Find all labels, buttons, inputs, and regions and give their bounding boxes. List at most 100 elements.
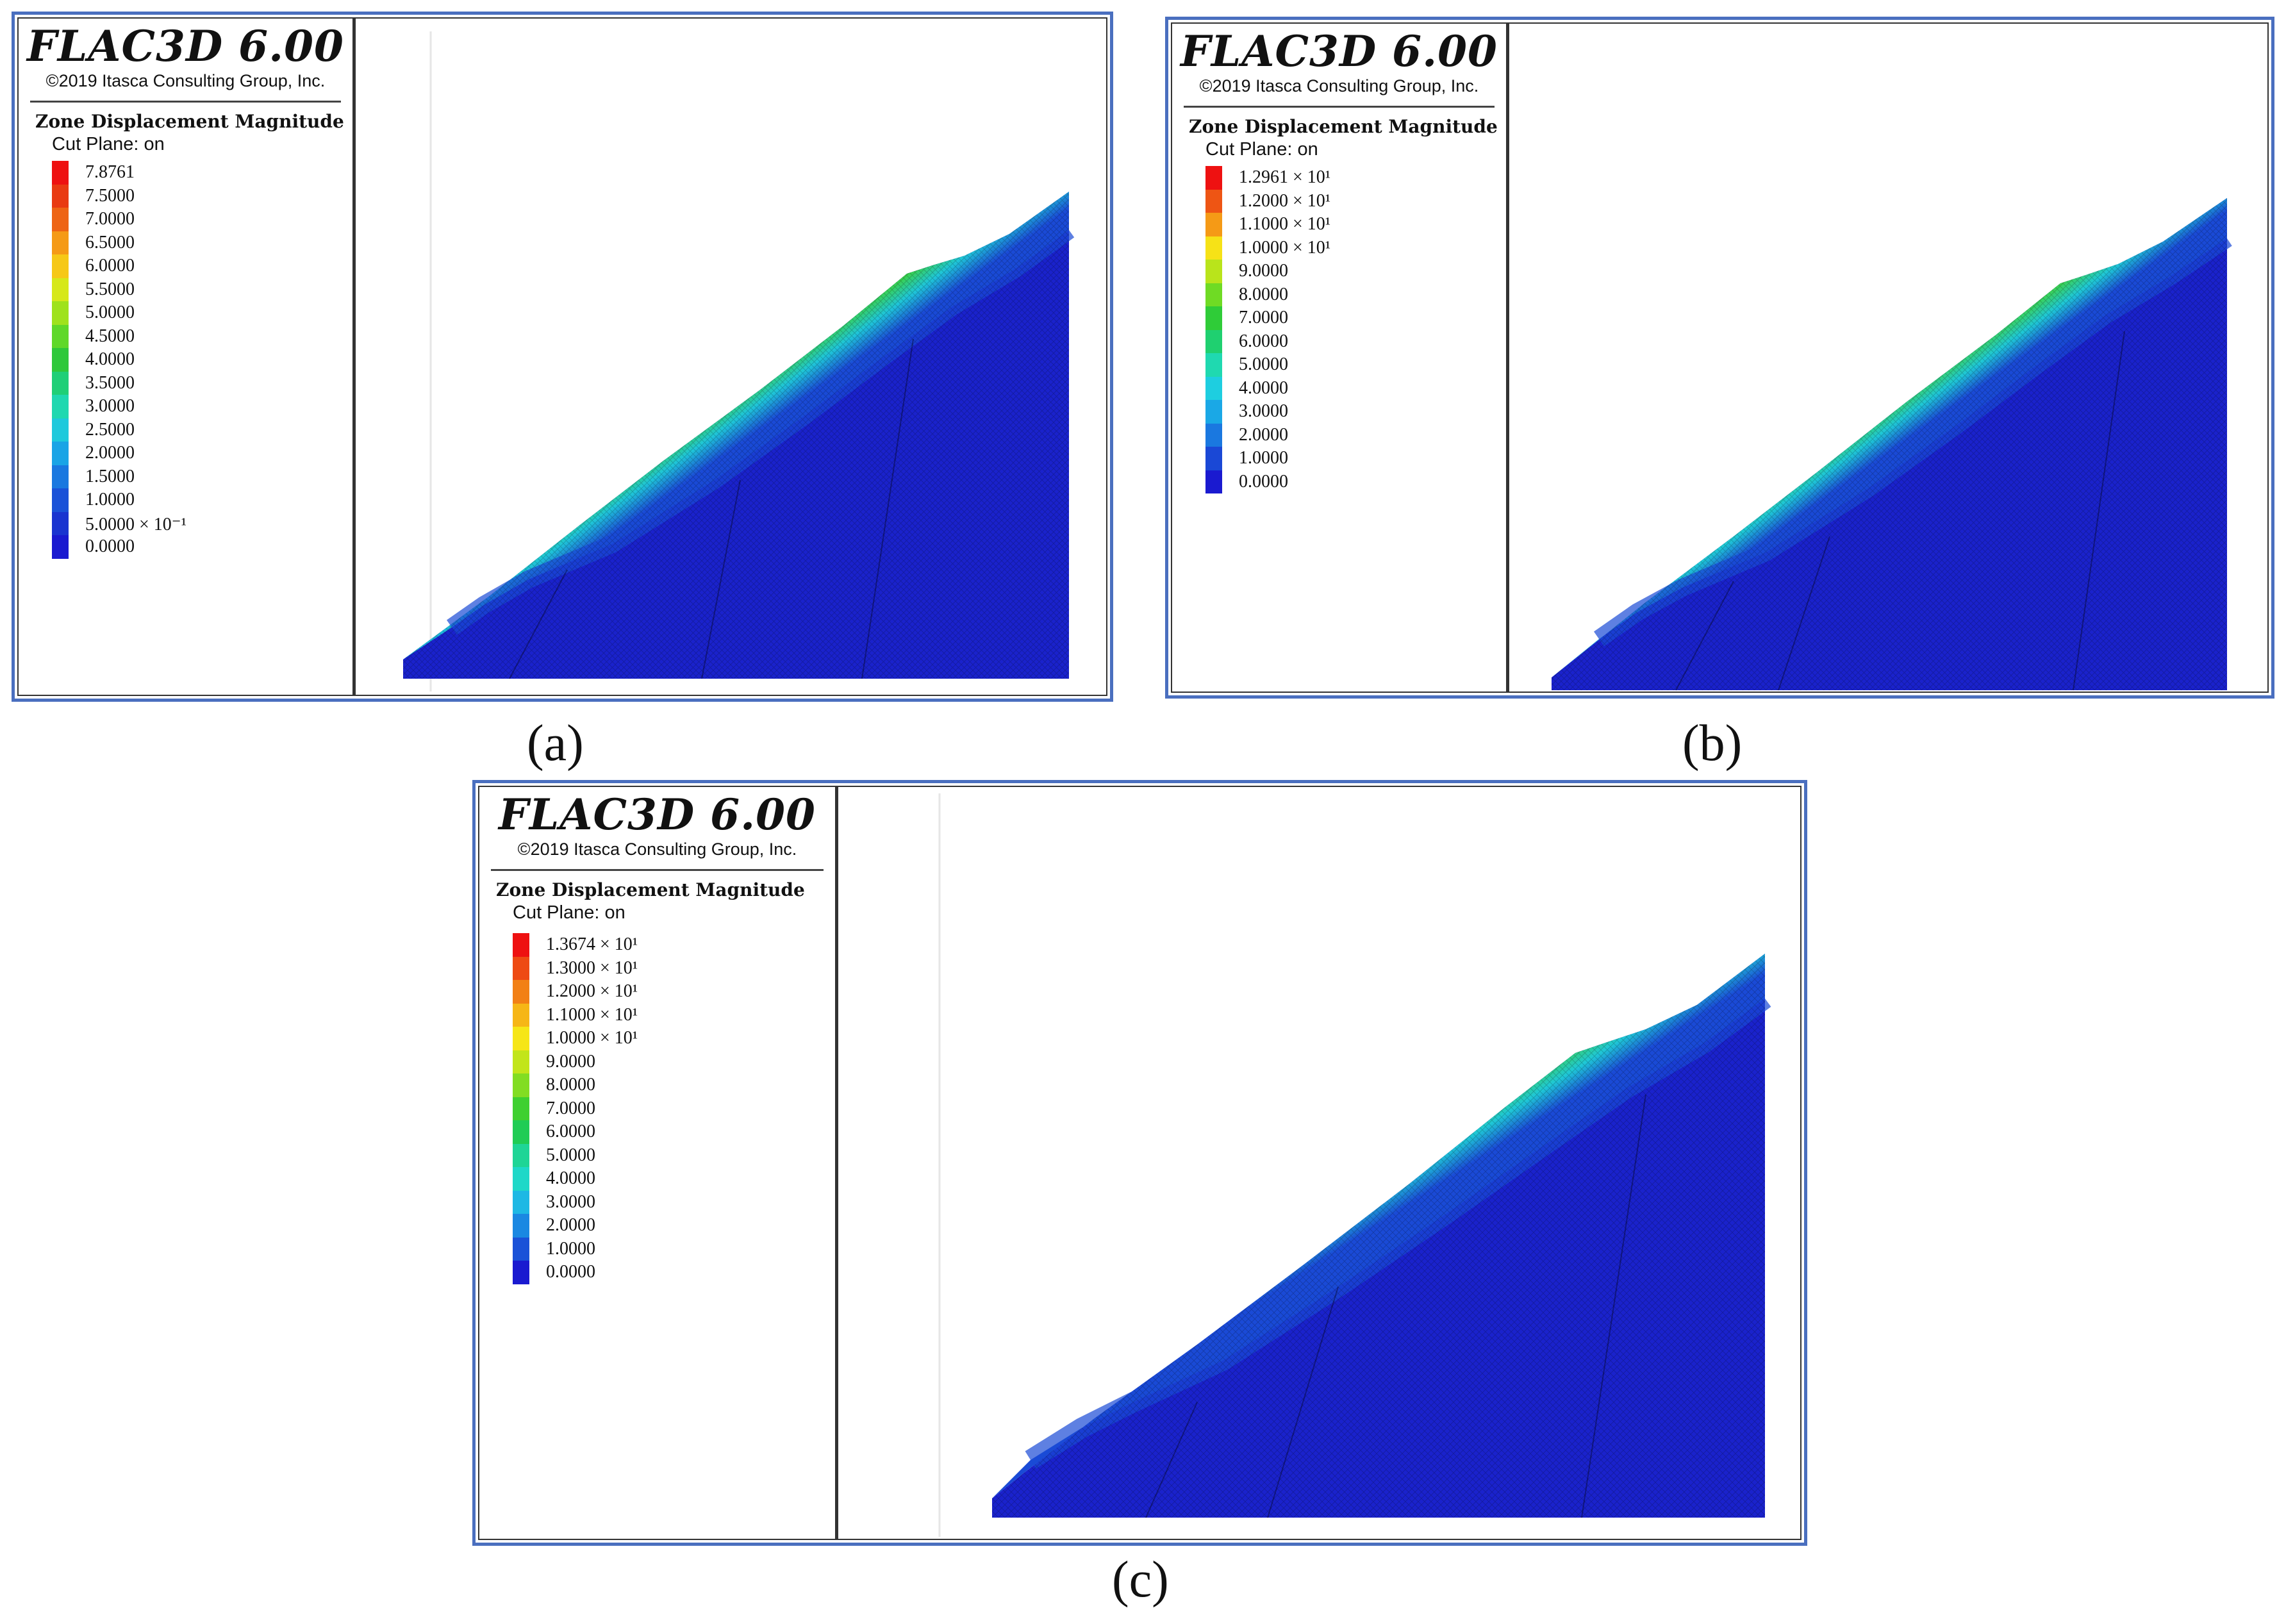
legend-swatch xyxy=(513,1027,529,1050)
legend-value: 7.0000 xyxy=(1239,308,1288,327)
model-view[interactable] xyxy=(838,787,1800,1539)
legend-swatch xyxy=(1205,260,1222,283)
legend-value: 4.0000 xyxy=(1239,377,1288,398)
legend-panel: FLAC3D 6.00 ©2019 Itasca Consulting Grou… xyxy=(1172,24,1509,692)
legend-value: 5.5000 xyxy=(85,279,135,299)
legend-value: 5.0000 xyxy=(85,302,135,322)
caption-b: (b) xyxy=(1682,715,1743,772)
legend-swatch xyxy=(1205,400,1222,424)
divider xyxy=(491,869,824,871)
legend-swatch xyxy=(513,1261,529,1284)
legend-swatch xyxy=(1205,166,1222,190)
legend-value: 7.8761 xyxy=(85,162,135,182)
legend-swatch xyxy=(1205,353,1222,377)
legend-swatch xyxy=(52,442,69,465)
app-title: FLAC3D 6.00 xyxy=(1180,26,1498,76)
legend-swatch xyxy=(52,348,69,372)
legend-swatch xyxy=(52,511,69,535)
legend-swatch xyxy=(52,278,69,301)
caption-c: (c) xyxy=(1112,1552,1169,1608)
legend-swatch xyxy=(52,231,69,254)
legend-swatch xyxy=(52,254,69,278)
cut-plane-status: Cut Plane: on xyxy=(1205,139,1318,160)
legend-value: 7.0000 xyxy=(546,1098,595,1118)
divider xyxy=(30,101,341,103)
copyright-text: ©2019 Itasca Consulting Group, Inc. xyxy=(1199,76,1479,95)
legend-value: 1.3674 × 10¹ xyxy=(546,934,638,954)
legend-swatch xyxy=(52,418,69,442)
panel-a-frame: FLAC3D 6.00 ©2019 Itasca Consulting Grou… xyxy=(17,17,1107,696)
panel-c: FLAC3D 6.00 ©2019 Itasca Consulting Grou… xyxy=(472,780,1807,1546)
panel-a: FLAC3D 6.00 ©2019 Itasca Consulting Grou… xyxy=(12,12,1113,702)
legend-value: 3.0000 xyxy=(546,1191,595,1212)
app-title: FLAC3D 6.00 xyxy=(27,21,344,71)
legend-value: 1.5000 xyxy=(85,466,135,486)
legend-swatch xyxy=(52,208,69,231)
slope-model-c xyxy=(938,793,1771,1537)
legend-value: 4.0000 xyxy=(85,349,135,369)
legend-value: 7.0000 xyxy=(85,209,135,229)
legend-value: 6.0000 xyxy=(1239,331,1288,351)
legend-swatch xyxy=(513,1097,529,1120)
legend-swatch xyxy=(513,1214,529,1238)
legend-swatch xyxy=(513,1167,529,1191)
legend-swatch xyxy=(52,371,69,395)
legend-value: 6.0000 xyxy=(85,256,135,276)
legend-value: 6.5000 xyxy=(85,232,135,253)
legend-value: 8.0000 xyxy=(546,1075,595,1095)
legend-swatch xyxy=(513,1050,529,1073)
legend-value: 1.3000 × 10¹ xyxy=(546,957,638,978)
model-view[interactable] xyxy=(1509,24,2267,692)
legend-value: 1.1000 × 10¹ xyxy=(546,1004,638,1025)
legend-value: 1.0000 xyxy=(1239,448,1288,468)
legend-swatch xyxy=(52,465,69,488)
legend-swatch xyxy=(1205,236,1222,260)
legend-swatch xyxy=(1205,447,1222,470)
legend-swatch xyxy=(52,301,69,325)
panel-c-frame: FLAC3D 6.00 ©2019 Itasca Consulting Grou… xyxy=(478,786,1801,1540)
legend-swatch xyxy=(1205,329,1222,353)
app-title: FLAC3D 6.00 xyxy=(499,790,816,840)
legend-value: 5.0000 × 10⁻¹ xyxy=(85,514,186,534)
legend-swatch xyxy=(52,324,69,348)
caption-a: (a) xyxy=(527,715,584,772)
legend-swatch xyxy=(52,161,69,185)
legend-swatch xyxy=(513,1190,529,1214)
legend-value: 1.2000 × 10¹ xyxy=(546,981,638,1001)
slope-model-a xyxy=(403,31,1075,692)
legend-value: 3.5000 xyxy=(85,372,135,393)
legend-swatch xyxy=(513,1143,529,1167)
legend-value: 1.0000 xyxy=(85,490,135,510)
legend-value: 1.0000 × 10¹ xyxy=(1239,237,1331,258)
model-view[interactable] xyxy=(356,19,1106,695)
legend-value: 1.2000 × 10¹ xyxy=(1239,190,1331,211)
legend-swatch xyxy=(1205,376,1222,400)
legend-swatch xyxy=(1205,423,1222,447)
legend-value: 4.0000 xyxy=(546,1168,595,1188)
legend-value: 5.0000 xyxy=(1239,354,1288,374)
legend-value: 1.2961 × 10¹ xyxy=(1239,167,1331,187)
legend-value: 4.5000 xyxy=(85,326,135,346)
plot-label: Zone Displacement Magnitude xyxy=(1189,116,1498,137)
legend-swatch xyxy=(1205,189,1222,213)
legend-swatch xyxy=(513,956,529,980)
legend-swatch xyxy=(513,933,529,957)
divider xyxy=(1184,106,1495,108)
legend-value: 2.5000 xyxy=(85,419,135,440)
legend-value: 1.1000 × 10¹ xyxy=(1239,214,1331,234)
legend-value: 1.0000 × 10¹ xyxy=(546,1028,638,1048)
cut-plane-status: Cut Plane: on xyxy=(52,134,165,154)
legend-value: 9.0000 xyxy=(546,1051,595,1072)
legend-value: 9.0000 xyxy=(1239,261,1288,281)
legend-panel: FLAC3D 6.00 ©2019 Itasca Consulting Grou… xyxy=(19,19,356,695)
legend-swatch xyxy=(1205,306,1222,330)
legend-swatch xyxy=(513,1120,529,1144)
legend-value: 8.0000 xyxy=(1239,284,1288,304)
legend-swatch xyxy=(52,395,69,418)
legend-value: 3.0000 xyxy=(85,396,135,416)
legend-value: 0.0000 xyxy=(85,536,135,556)
copyright-text: ©2019 Itasca Consulting Group, Inc. xyxy=(46,71,326,90)
plot-label: Zone Displacement Magnitude xyxy=(35,111,344,132)
legend-value: 2.0000 xyxy=(546,1215,595,1235)
legend-value: 0.0000 xyxy=(1239,471,1288,492)
